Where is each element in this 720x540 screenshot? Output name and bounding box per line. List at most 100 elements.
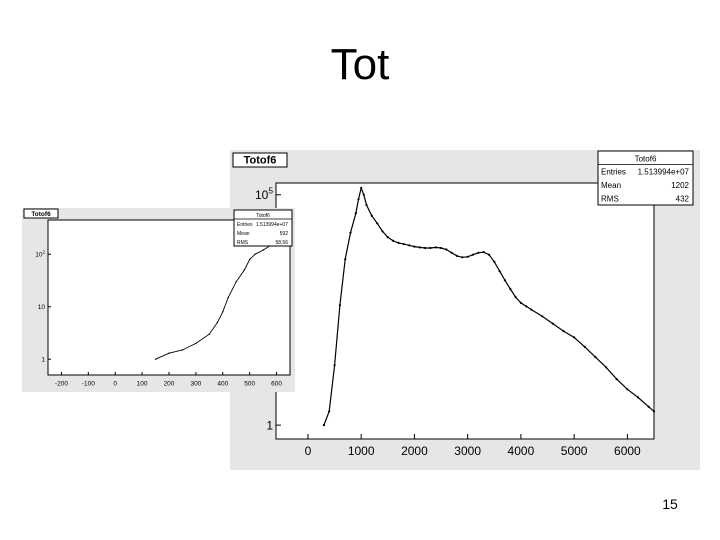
data-point: [354, 212, 357, 215]
data-point: [168, 352, 170, 354]
data-point: [439, 246, 443, 250]
data-point: [525, 305, 528, 308]
data-point: [652, 410, 656, 413]
data-point: [615, 378, 618, 381]
stats-box: [233, 209, 293, 247]
x-tick-label: 500: [244, 381, 255, 388]
chart-title: Totof6: [31, 211, 51, 218]
data-point: [376, 222, 379, 225]
data-point: [519, 301, 522, 304]
data-point: [222, 311, 224, 313]
stats-value: 432: [676, 195, 690, 204]
stats-value: 592: [280, 231, 289, 237]
x-tick-label: -200: [55, 381, 68, 388]
data-point: [482, 251, 485, 254]
stats-value: 1.513994e+07: [638, 168, 690, 177]
data-point: [370, 214, 373, 217]
data-point: [434, 246, 437, 249]
data-point: [408, 244, 411, 247]
data-point: [195, 342, 197, 345]
data-point: [418, 246, 421, 249]
x-tick-label: 400: [217, 381, 228, 388]
data-point: [605, 366, 608, 369]
data-point: [392, 239, 395, 242]
data-point: [461, 256, 464, 259]
stats-value: 58.56: [275, 240, 288, 246]
x-tick-label: 600: [271, 381, 282, 388]
data-point: [636, 396, 640, 399]
main-histogram: 0 1000 2000 3000 4000 5000 6000 1 105 Totof6 Totof…: [232, 150, 694, 458]
data-point: [338, 304, 341, 307]
data-point: [647, 405, 650, 408]
slide-title: Tot: [330, 40, 390, 89]
data-point: [181, 349, 184, 351]
data-point: [445, 248, 448, 251]
data-point: [402, 243, 405, 246]
data-point: [333, 364, 336, 367]
x-tick-label: -100: [82, 381, 95, 388]
data-point: [397, 241, 400, 244]
stats-label: RMS: [601, 195, 619, 204]
data-point: [509, 287, 512, 291]
data-point: [583, 345, 586, 348]
data-point: [498, 270, 501, 273]
stats-label: Mean: [601, 181, 621, 190]
x-tick-label: 100: [137, 381, 148, 388]
data-point: [365, 203, 368, 207]
x-tick-label: 0: [305, 444, 312, 458]
data-point: [530, 308, 533, 311]
y-tick-label: 102: [35, 250, 45, 259]
x-tick-label: 300: [190, 381, 201, 388]
data-point: [154, 358, 157, 360]
data-point: [254, 253, 256, 255]
y-tick-label: 1: [41, 356, 45, 363]
data-point: [541, 315, 544, 318]
y-tick-label: 1: [266, 418, 273, 432]
data-point: [466, 255, 469, 258]
data-point: [322, 424, 325, 427]
data-point: [208, 333, 210, 335]
data-point: [344, 258, 347, 261]
data-point: [328, 410, 331, 413]
data-point: [386, 236, 389, 239]
data-point: [349, 231, 352, 234]
data-point: [455, 254, 459, 257]
x-tick-label: 200: [164, 381, 175, 388]
stats-label: Mean: [237, 231, 250, 237]
inset-histogram-panel: -200 -100 0 100 200 300 400 500 600 1 10 102 Totof6 T…: [22, 208, 295, 392]
x-tick-label: 1000: [348, 444, 375, 458]
inset-histogram: -200 -100 0 100 200 300 400 500 600 1 10 102 Totof6 T…: [23, 208, 293, 388]
data-point: [362, 193, 365, 196]
stats-label: Entries: [601, 168, 626, 177]
stats-value: 1.513994e+07: [256, 222, 288, 228]
x-tick-label: 4000: [508, 444, 535, 458]
stats-box: [597, 150, 694, 206]
stats-label: Entries: [237, 222, 253, 228]
data-point: [562, 330, 565, 333]
chart-title: Totof6: [244, 155, 277, 167]
x-tick-label: 2000: [401, 444, 428, 458]
data-point: [573, 336, 576, 339]
x-tick-label: 3000: [454, 444, 481, 458]
stats-name: Totof6: [635, 155, 657, 164]
data-point: [216, 321, 219, 324]
data-point: [450, 251, 453, 254]
data-point: [357, 198, 360, 201]
data-point: [487, 253, 491, 256]
data-point: [413, 245, 416, 248]
stats-name: Totof6: [256, 213, 270, 219]
x-tick-label: 6000: [614, 444, 641, 458]
data-point: [424, 246, 427, 250]
slide-number: 15: [662, 496, 678, 512]
data-point: [381, 230, 384, 233]
data-point: [514, 296, 517, 299]
series-line: [323, 185, 655, 426]
data-point: [429, 246, 432, 250]
data-point: [626, 388, 629, 391]
data-point: [360, 186, 363, 190]
title-box: [232, 152, 288, 168]
stats-label: RMS: [237, 240, 249, 246]
data-point: [551, 322, 554, 325]
data-point: [262, 249, 264, 251]
data-point: [471, 253, 475, 256]
